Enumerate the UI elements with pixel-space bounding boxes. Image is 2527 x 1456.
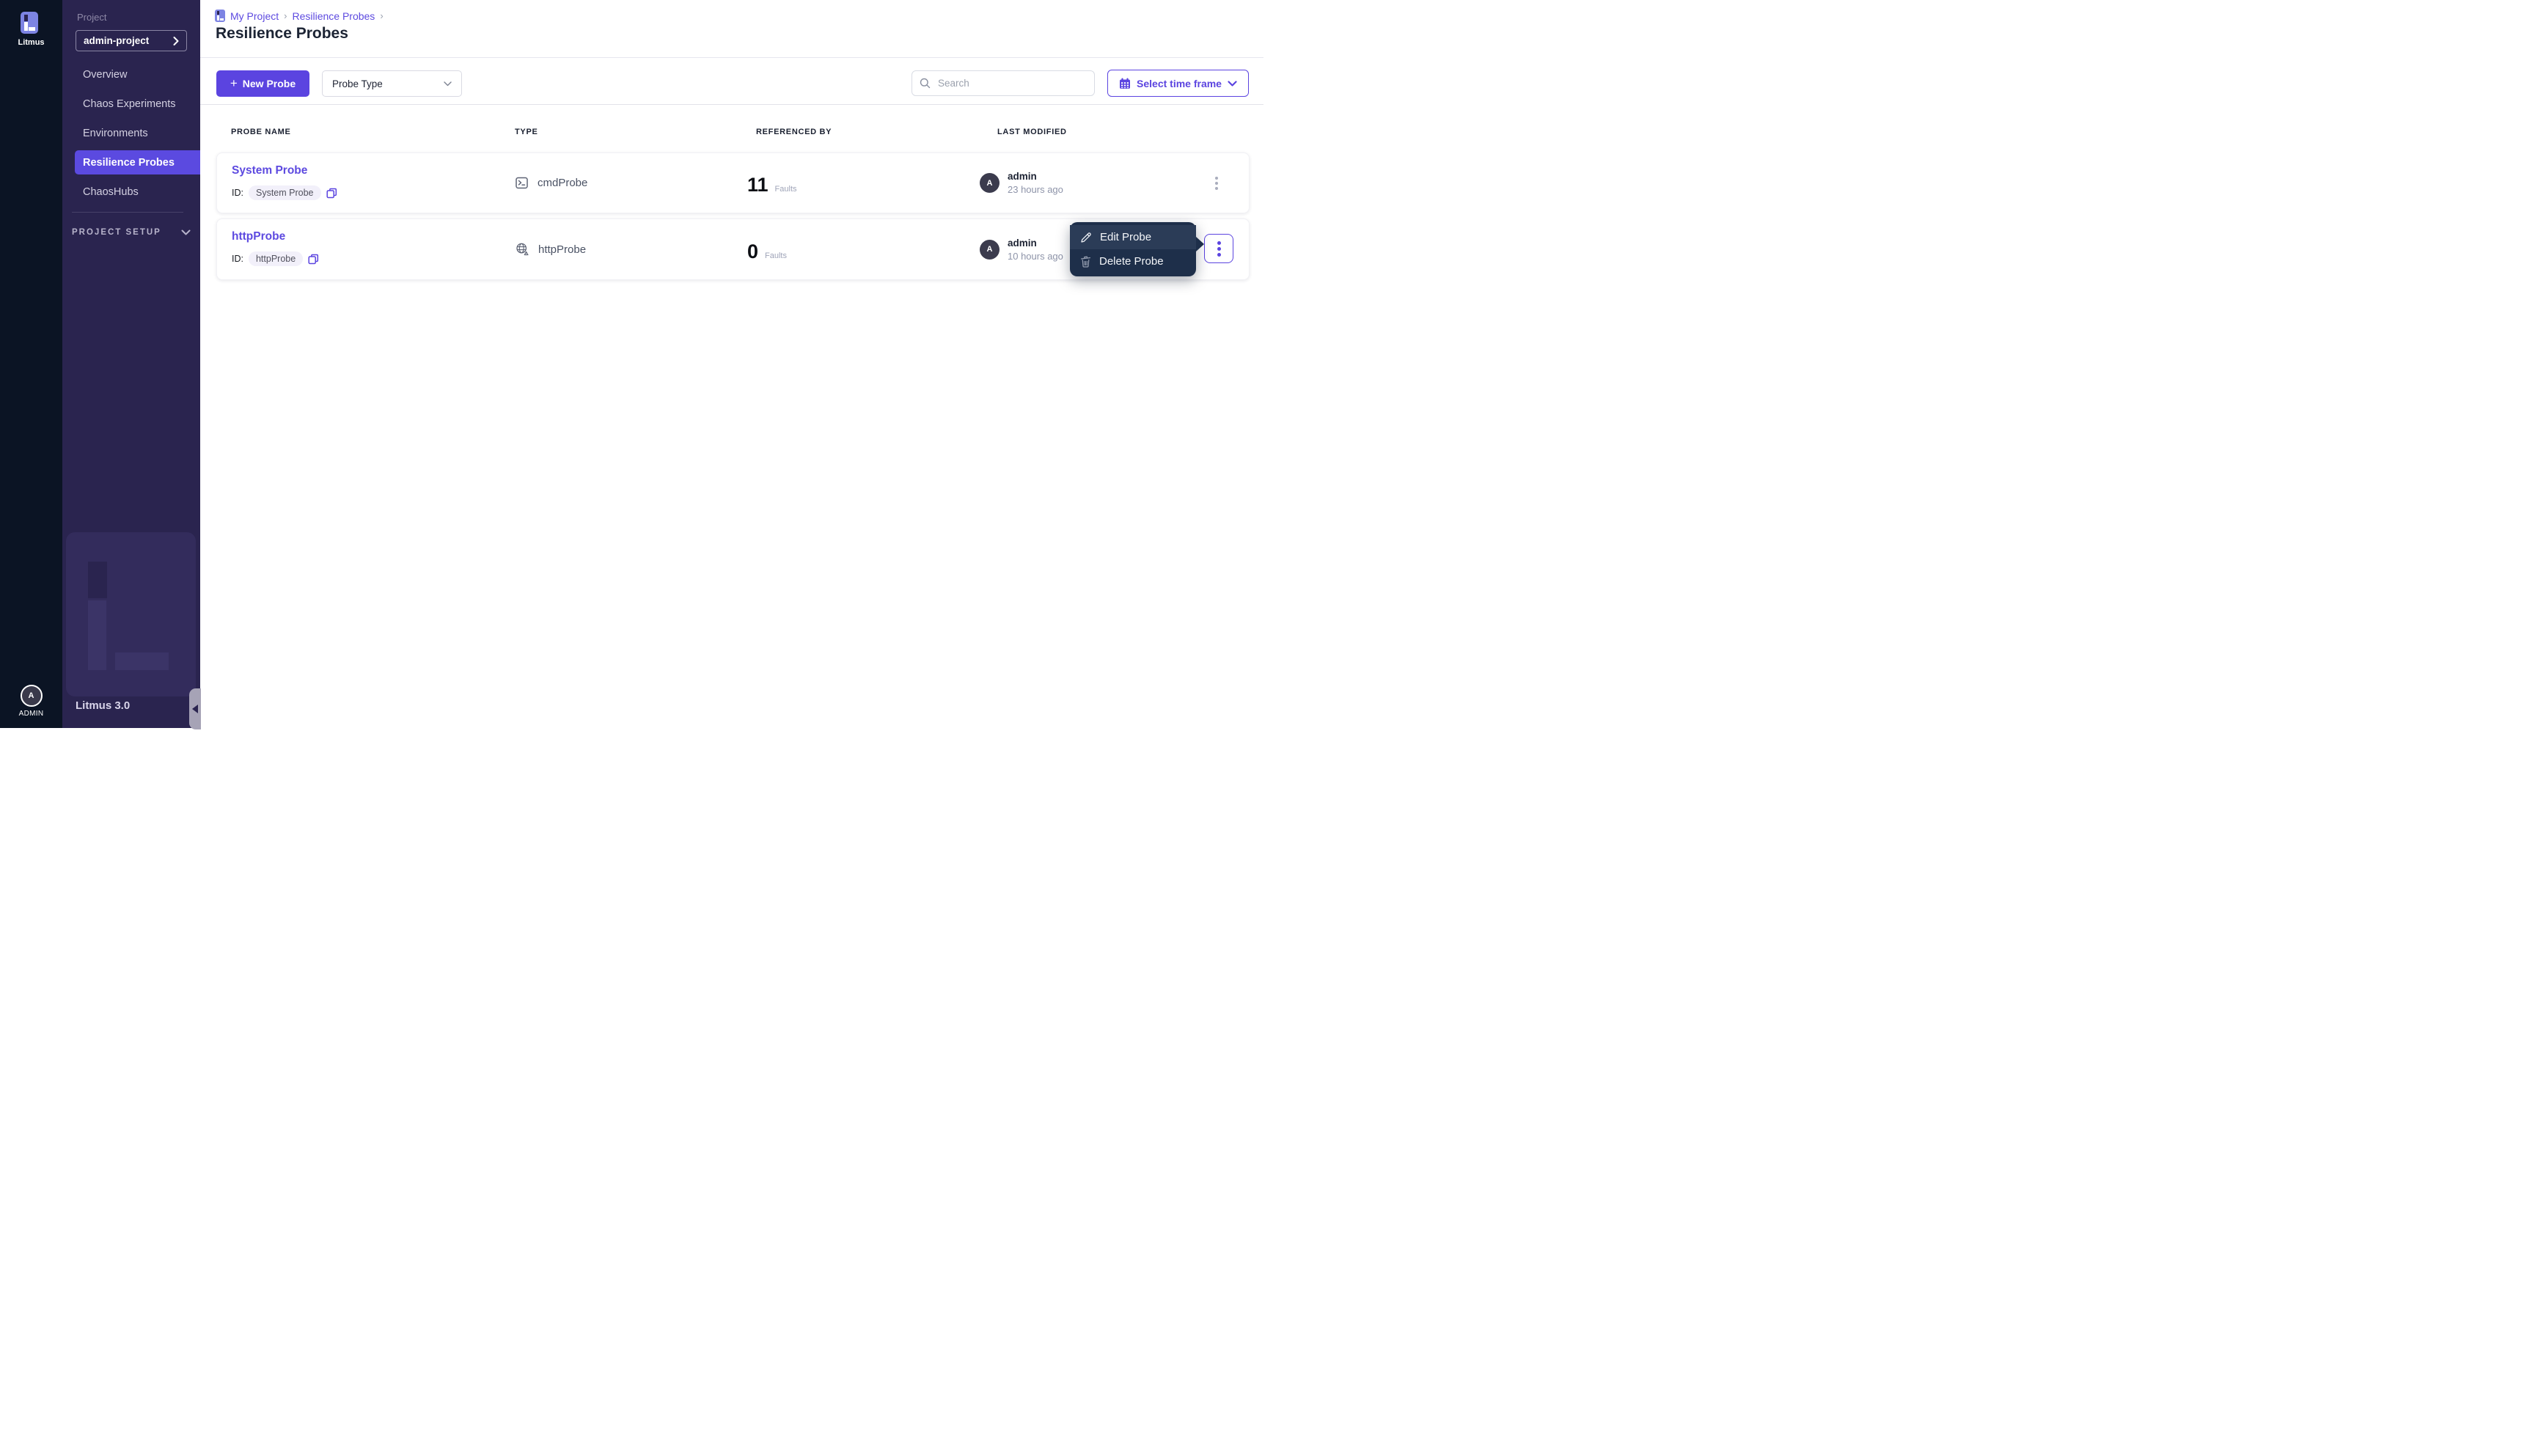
sidebar-item-resilience-probes[interactable]: Resilience Probes [75,150,200,174]
litmus-logo-icon[interactable] [21,12,38,34]
modified-by-user: admin [1008,237,1037,249]
copy-icon[interactable] [308,254,319,265]
header-divider [200,57,1264,58]
litmus-watermark-logo [66,532,196,696]
sidebar-divider [72,212,183,213]
pencil-icon [1081,232,1091,243]
app-rail: Litmus A ADMIN [0,0,62,728]
chevron-down-icon [1228,80,1237,87]
faults-label: Faults [774,185,797,194]
column-type: TYPE [515,128,538,136]
probe-name-link[interactable]: httpProbe [232,230,286,243]
breadcrumb-resilience-probes[interactable]: Resilience Probes [292,10,375,22]
probe-id-badge: httpProbe [248,251,304,266]
probe-name-link[interactable]: System Probe [232,164,308,177]
calendar-icon [1120,78,1131,89]
copy-icon[interactable] [326,188,337,199]
id-label: ID: [232,254,243,264]
sidebar: Project admin-project Overview Chaos Exp… [62,0,200,728]
sidebar-collapse-handle[interactable] [189,688,201,729]
faults-label: Faults [765,251,787,260]
modified-time: 23 hours ago [1008,184,1063,195]
breadcrumb-logo-icon [215,10,225,22]
new-probe-button[interactable]: + New Probe [216,70,309,97]
select-time-frame-button[interactable]: Select time frame [1107,70,1249,97]
faults-count: 0 [747,240,759,262]
project-label: Project [77,12,107,23]
column-last-modified: LAST MODIFIED [997,128,1067,136]
probe-type-value: cmdProbe [538,177,588,189]
row-context-menu: Edit Probe Delete Probe [1070,222,1204,276]
project-setup-toggle[interactable]: PROJECT SETUP [72,228,191,237]
admin-avatar[interactable]: A [20,685,43,707]
main-content: My Project › Resilience Probes › Resilie… [200,0,1264,728]
avatar: A [980,173,1000,193]
sidebar-item-chaos-experiments[interactable]: Chaos Experiments [83,98,176,110]
search-box [912,70,1095,96]
page-title: Resilience Probes [216,25,348,42]
breadcrumb-separator: › [380,10,384,21]
delete-probe-menu-item[interactable]: Delete Probe [1070,249,1196,273]
breadcrumb: My Project › Resilience Probes › [215,10,384,22]
chevron-right-icon [173,36,179,45]
admin-label: ADMIN [18,710,44,718]
search-input[interactable] [936,77,1087,89]
search-icon [920,78,931,89]
chevron-down-icon [181,229,191,235]
row-menu-kebab-button-active[interactable] [1204,234,1233,263]
app-version: Litmus 3.0 [76,699,131,712]
plus-icon: + [230,76,238,90]
terminal-icon [516,177,528,189]
probe-id-badge: System Probe [248,185,321,200]
sidebar-item-overview[interactable]: Overview [83,69,128,81]
project-select[interactable]: admin-project [76,30,187,51]
breadcrumb-my-project[interactable]: My Project [230,10,279,22]
probe-type-select[interactable]: Probe Type [322,70,462,97]
globe-icon [516,243,529,256]
chevron-down-icon [444,81,452,86]
collapse-left-icon [192,705,198,713]
avatar: A [980,239,1000,260]
sidebar-item-chaoshubs[interactable]: ChaosHubs [83,186,139,198]
column-probe-name: PROBE NAME [231,128,291,136]
litmus-logo-label: Litmus [18,38,45,47]
project-select-value: admin-project [84,35,150,46]
faults-count: 11 [747,174,769,196]
column-referenced-by: REFERENCED BY [756,128,832,136]
probe-type-value: httpProbe [538,243,587,256]
row-menu-kebab-icon[interactable] [1206,172,1228,194]
toolbar-divider [200,104,1264,105]
sidebar-nav: Overview Chaos Experiments Environments … [62,60,200,207]
breadcrumb-separator: › [284,10,287,21]
modified-time: 10 hours ago [1008,250,1063,262]
edit-probe-menu-item[interactable]: Edit Probe [1070,225,1196,249]
table-row: System Probe ID: System Probe cmdProbe 1… [216,152,1250,213]
id-label: ID: [232,188,243,198]
sidebar-item-environments[interactable]: Environments [83,128,148,139]
modified-by-user: admin [1008,171,1037,182]
trash-icon [1081,256,1090,268]
